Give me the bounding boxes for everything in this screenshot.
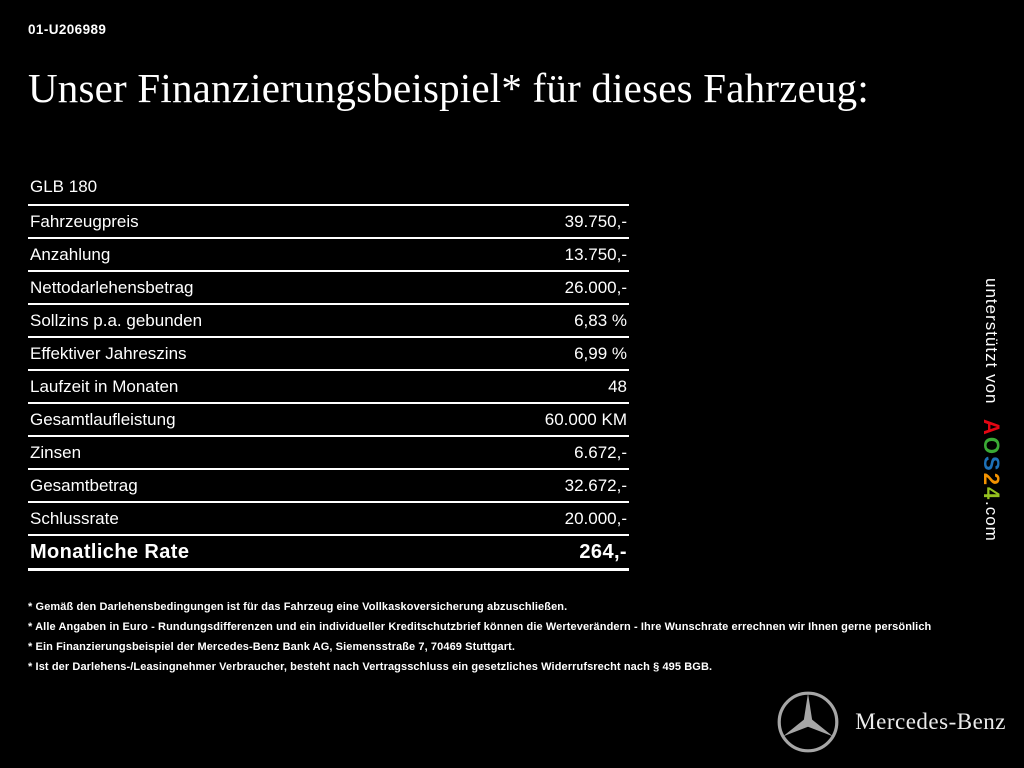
aos24-letter: O — [979, 436, 1004, 456]
vehicle-model: GLB 180 — [30, 177, 98, 196]
table-row: Laufzeit in Monaten 48 — [28, 369, 629, 402]
row-value: 6,83 % — [574, 310, 627, 330]
row-value: 264,- — [579, 540, 627, 563]
ref-code: 01-U206989 — [28, 22, 107, 37]
row-value: 26.000,- — [564, 277, 627, 297]
row-label: Sollzins p.a. gebunden — [30, 310, 203, 330]
aos24-logo: AOS24 — [978, 419, 1004, 501]
footnotes: * Gemäß den Darlehensbedingungen ist für… — [28, 601, 1003, 681]
mercedes-brand-text: Mercedes-Benz — [855, 709, 1006, 734]
row-label: Nettodarlehensbetrag — [30, 277, 194, 297]
aos24-domain-suffix: .com — [982, 500, 1001, 542]
mercedes-benz-footer: Mercedes-Benz — [776, 690, 1010, 754]
row-label: Gesamtlaufleistung — [30, 409, 176, 429]
mercedes-star-icon — [776, 690, 840, 754]
row-label: Gesamtbetrag — [30, 475, 138, 495]
table-row: Effektiver Jahreszins 6,99 % — [28, 336, 629, 369]
row-value: 20.000,- — [564, 508, 627, 528]
row-value: 48 — [608, 376, 627, 396]
table-row: Anzahlung 13.750,- — [28, 237, 629, 270]
table-row: Schlussrate 20.000,- — [28, 501, 629, 534]
row-label: Fahrzeugpreis — [30, 211, 139, 231]
table-row: Gesamtlaufleistung 60.000 KM — [28, 402, 629, 435]
row-label: Laufzeit in Monaten — [30, 376, 179, 396]
footnote: * Alle Angaben in Euro - Rundungsdiffere… — [28, 621, 932, 633]
table-row: Gesamtbetrag 32.672,- — [28, 468, 629, 501]
row-value: 32.672,- — [564, 475, 627, 495]
table-row: Sollzins p.a. gebunden 6,83 % — [28, 303, 629, 336]
table-row: Nettodarlehensbetrag 26.000,- — [28, 270, 629, 303]
table-row: Fahrzeugpreis 39.750,- — [28, 204, 629, 237]
aos24-letter: S — [979, 455, 1004, 473]
monthly-rate-row: Monatliche Rate 264,- — [28, 534, 629, 571]
row-value: 39.750,- — [564, 211, 627, 231]
aos24-letter: A — [979, 418, 1004, 437]
row-value: 6,99 % — [574, 343, 627, 363]
row-label: Monatliche Rate — [30, 540, 190, 563]
supported-by-text: unterstützt von — [982, 278, 1001, 405]
footnote: * Ist der Darlehens-/Leasingnehmer Verbr… — [28, 661, 713, 673]
row-value: 60.000 KM — [544, 409, 627, 429]
row-label: Zinsen — [30, 442, 82, 462]
row-value: 13.750,- — [564, 244, 627, 264]
footnote: * Ein Finanzierungsbeispiel der Mercedes… — [28, 641, 516, 653]
page-title: Unser Finanzierungsbeispiel* für dieses … — [28, 65, 869, 111]
vertical-brand: unterstützt von AOS24 .com — [978, 278, 1004, 542]
financing-table: GLB 180 Fahrzeugpreis 39.750,- Anzahlung… — [28, 170, 629, 571]
row-label: Anzahlung — [30, 244, 111, 264]
row-label: Effektiver Jahreszins — [30, 343, 187, 363]
aos24-letter: 4 — [979, 486, 1004, 501]
aos24-letter: 2 — [979, 472, 1004, 487]
row-label: Schlussrate — [30, 508, 119, 528]
footnote: * Gemäß den Darlehensbedingungen ist für… — [28, 601, 568, 613]
table-row: Zinsen 6.672,- — [28, 435, 629, 468]
row-value: 6.672,- — [574, 442, 627, 462]
